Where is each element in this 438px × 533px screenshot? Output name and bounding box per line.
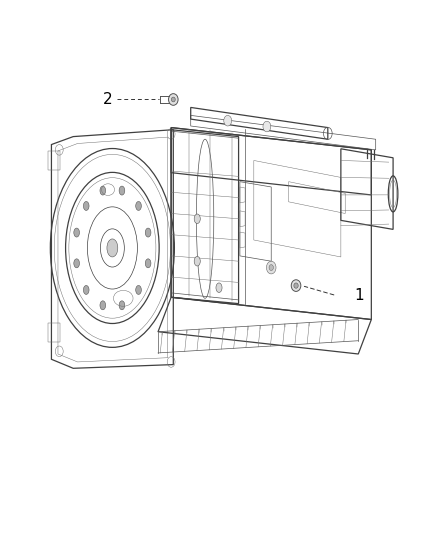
- Text: 2: 2: [103, 92, 113, 107]
- Ellipse shape: [194, 256, 200, 266]
- Ellipse shape: [169, 94, 178, 106]
- Ellipse shape: [266, 261, 276, 274]
- Ellipse shape: [83, 201, 89, 211]
- Ellipse shape: [145, 259, 151, 268]
- Ellipse shape: [83, 286, 89, 294]
- Ellipse shape: [136, 286, 141, 294]
- Ellipse shape: [74, 228, 79, 237]
- Ellipse shape: [100, 301, 106, 310]
- Ellipse shape: [291, 280, 301, 292]
- Ellipse shape: [107, 239, 118, 257]
- Ellipse shape: [119, 186, 125, 195]
- Ellipse shape: [100, 186, 106, 195]
- Ellipse shape: [263, 121, 271, 132]
- Ellipse shape: [136, 201, 141, 211]
- Ellipse shape: [145, 228, 151, 237]
- Ellipse shape: [74, 259, 79, 268]
- Ellipse shape: [216, 283, 222, 293]
- Ellipse shape: [171, 97, 175, 102]
- Ellipse shape: [269, 265, 273, 270]
- Ellipse shape: [194, 214, 200, 223]
- Text: 1: 1: [354, 288, 364, 303]
- Ellipse shape: [294, 283, 298, 288]
- Ellipse shape: [119, 301, 125, 310]
- Ellipse shape: [224, 115, 232, 126]
